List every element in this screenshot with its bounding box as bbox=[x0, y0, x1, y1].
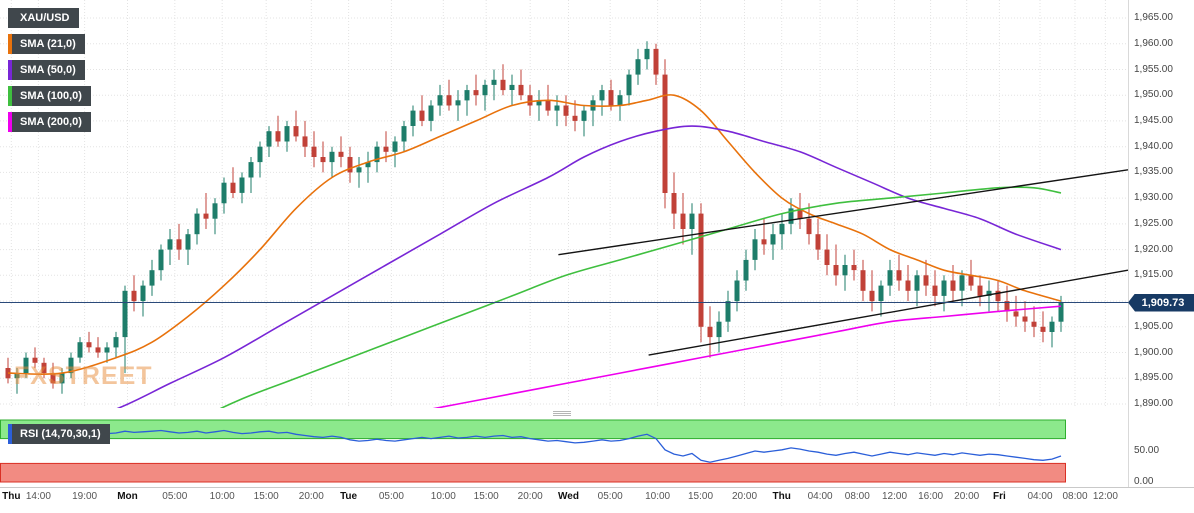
time-axis-separator bbox=[0, 487, 1194, 488]
time-axis-label: 15:00 bbox=[473, 491, 499, 502]
rsi-overbought-band bbox=[0, 419, 1066, 440]
time-axis-label: 08:00 bbox=[844, 491, 870, 502]
price-axis-label: 1,925.00 bbox=[1134, 217, 1173, 229]
trendline-2 bbox=[648, 269, 1128, 356]
legend-symbol-badge[interactable]: XAU/USD bbox=[8, 8, 79, 28]
current-price-tag: 1,909.73 bbox=[1128, 293, 1194, 312]
legend-sma21-badge[interactable]: SMA (21,0) bbox=[8, 34, 85, 54]
time-axis-label: 05:00 bbox=[378, 491, 404, 502]
price-axis-label: 1,940.00 bbox=[1134, 140, 1173, 152]
time-axis-label: Thu bbox=[2, 491, 21, 502]
time-axis-label: Tue bbox=[340, 491, 358, 502]
price-axis-label: 1,905.00 bbox=[1134, 320, 1173, 332]
splitter-handle-icon[interactable] bbox=[553, 411, 571, 416]
price-axis-label: 1,935.00 bbox=[1134, 166, 1173, 178]
time-axis-label: 19:00 bbox=[72, 491, 98, 502]
legend-sma50-badge[interactable]: SMA (50,0) bbox=[8, 60, 85, 80]
candlestick-series bbox=[5, 41, 1064, 394]
legend-sma100-badge[interactable]: SMA (100,0) bbox=[8, 86, 91, 106]
sma-200-line bbox=[432, 305, 1062, 408]
main-plot bbox=[5, 41, 1128, 408]
price-axis-label: 1,960.00 bbox=[1134, 37, 1173, 49]
time-axis-label: 10:00 bbox=[209, 491, 235, 502]
price-axis-label: 1,965.00 bbox=[1134, 12, 1173, 23]
time-axis-label: 15:00 bbox=[253, 491, 279, 502]
time-axis-label: 14:00 bbox=[25, 491, 51, 502]
time-axis-label: 20:00 bbox=[298, 491, 324, 502]
fxstreet-watermark: FXSTREET bbox=[14, 362, 153, 390]
time-axis-label: 08:00 bbox=[1062, 491, 1088, 502]
time-axis-label: 04:00 bbox=[807, 491, 833, 502]
time-axis-label: 05:00 bbox=[597, 491, 623, 502]
time-axis-label: 16:00 bbox=[918, 491, 944, 502]
price-axis-separator bbox=[1128, 0, 1129, 487]
time-axis-label: 10:00 bbox=[430, 491, 456, 502]
price-axis-label: 1,955.00 bbox=[1134, 63, 1173, 75]
time-axis-label: 04:00 bbox=[1027, 491, 1053, 502]
rsi-line bbox=[7, 429, 1062, 463]
price-axis-label: 1,920.00 bbox=[1134, 243, 1173, 255]
time-axis-label: 12:00 bbox=[1092, 491, 1118, 502]
time-axis-label: Fri bbox=[993, 491, 1006, 502]
price-axis-label: 1,950.00 bbox=[1134, 89, 1173, 101]
time-axis-label: 20:00 bbox=[731, 491, 758, 502]
time-axis-label: 20:00 bbox=[517, 491, 543, 502]
time-axis-label: 15:00 bbox=[687, 491, 714, 502]
gridlines bbox=[0, 0, 1128, 408]
rsi-axis-label: 50.00 bbox=[1134, 445, 1160, 456]
legend-sma200-badge[interactable]: SMA (200,0) bbox=[8, 112, 91, 132]
time-axis-label: Thu bbox=[772, 491, 791, 502]
price-axis-label: 1,945.00 bbox=[1134, 114, 1173, 126]
time-axis-label: 05:00 bbox=[162, 491, 188, 502]
price-axis-label: 1,930.00 bbox=[1134, 192, 1173, 204]
sma-100-line bbox=[219, 186, 1062, 408]
trendline-1 bbox=[558, 169, 1128, 256]
sma-50-line bbox=[116, 125, 1062, 408]
time-axis-label: 12:00 bbox=[881, 491, 908, 502]
price-axis-label: 1,895.00 bbox=[1134, 372, 1173, 384]
legend: XAU/USD SMA (21,0) SMA (50,0) SMA (100,0… bbox=[8, 8, 91, 138]
time-axis-label: 20:00 bbox=[954, 491, 980, 502]
rsi-oversold-band bbox=[0, 462, 1066, 483]
rsi-indicator-badge[interactable]: RSI (14,70,30,1) bbox=[8, 424, 110, 444]
rsi-axis-label: 0.00 bbox=[1134, 476, 1154, 487]
time-axis-label: Mon bbox=[117, 491, 138, 502]
sma-21-line bbox=[7, 94, 1062, 376]
price-axis-label: 1,915.00 bbox=[1134, 269, 1173, 281]
price-axis-label: 1,890.00 bbox=[1134, 398, 1173, 409]
panel-splitter[interactable] bbox=[0, 408, 1128, 418]
time-axis-label: Wed bbox=[558, 491, 579, 502]
price-axis-label: 1,900.00 bbox=[1134, 346, 1173, 358]
time-axis-label: 10:00 bbox=[645, 491, 671, 502]
